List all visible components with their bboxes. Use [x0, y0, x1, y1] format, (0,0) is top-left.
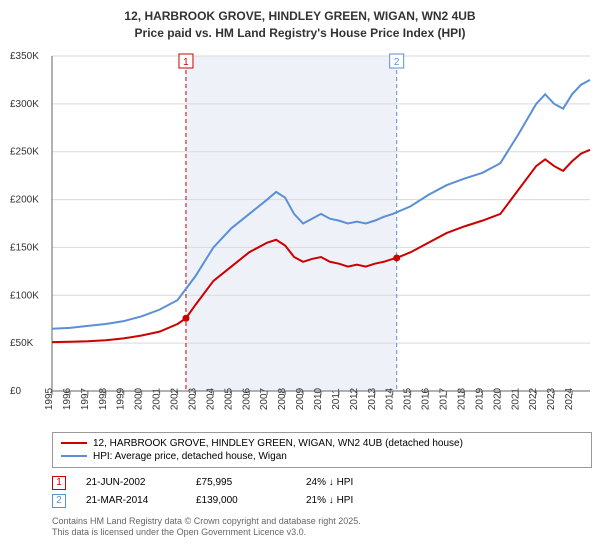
svg-text:£0: £0 — [10, 386, 22, 397]
plot-area: £0£50K£100K£150K£200K£250K£300K£350K1995… — [8, 46, 592, 426]
svg-text:£150K: £150K — [10, 242, 39, 253]
svg-text:£100K: £100K — [10, 290, 39, 301]
legend-row-1: 12, HARBROOK GROVE, HINDLEY GREEN, WIGAN… — [61, 437, 583, 450]
chart-container: 12, HARBROOK GROVE, HINDLEY GREEN, WIGAN… — [0, 0, 600, 560]
svg-text:£350K: £350K — [10, 51, 39, 62]
legend-swatch-2 — [61, 455, 87, 457]
svg-text:£50K: £50K — [10, 338, 34, 349]
credits: Contains HM Land Registry data © Crown c… — [52, 516, 592, 539]
credits-line-2: This data is licensed under the Open Gov… — [52, 527, 592, 539]
svg-text:1: 1 — [183, 57, 189, 68]
marker-row: 1 21-JUN-2002 £75,995 24% ↓ HPI — [52, 474, 592, 492]
marker-delta: 21% ↓ HPI — [306, 495, 396, 506]
chart-title: 12, HARBROOK GROVE, HINDLEY GREEN, WIGAN… — [8, 8, 592, 42]
svg-text:£250K: £250K — [10, 146, 39, 157]
marker-row: 2 21-MAR-2014 £139,000 21% ↓ HPI — [52, 492, 592, 510]
marker-date: 21-MAR-2014 — [86, 495, 176, 506]
credits-line-1: Contains HM Land Registry data © Crown c… — [52, 516, 592, 528]
legend-swatch-1 — [61, 442, 87, 444]
svg-text:2: 2 — [394, 57, 400, 68]
marker-date: 21-JUN-2002 — [86, 477, 176, 488]
legend: 12, HARBROOK GROVE, HINDLEY GREEN, WIGAN… — [52, 432, 592, 468]
legend-row-2: HPI: Average price, detached house, Wiga… — [61, 450, 583, 463]
marker-table: 1 21-JUN-2002 £75,995 24% ↓ HPI 2 21-MAR-2014… — [52, 474, 592, 510]
marker-price: £75,995 — [196, 477, 286, 488]
svg-text:£300K: £300K — [10, 98, 39, 109]
legend-label-2: HPI: Average price, detached house, Wiga… — [93, 451, 287, 462]
marker-badge: 1 — [52, 476, 66, 490]
marker-delta: 24% ↓ HPI — [306, 477, 396, 488]
title-line-2: Price paid vs. HM Land Registry's House … — [8, 25, 592, 42]
legend-label-1: 12, HARBROOK GROVE, HINDLEY GREEN, WIGAN… — [93, 438, 463, 449]
marker-badge: 2 — [52, 494, 66, 508]
title-line-1: 12, HARBROOK GROVE, HINDLEY GREEN, WIGAN… — [8, 8, 592, 25]
line-chart: £0£50K£100K£150K£200K£250K£300K£350K1995… — [8, 46, 598, 426]
marker-price: £139,000 — [196, 495, 286, 506]
svg-text:£200K: £200K — [10, 194, 39, 205]
